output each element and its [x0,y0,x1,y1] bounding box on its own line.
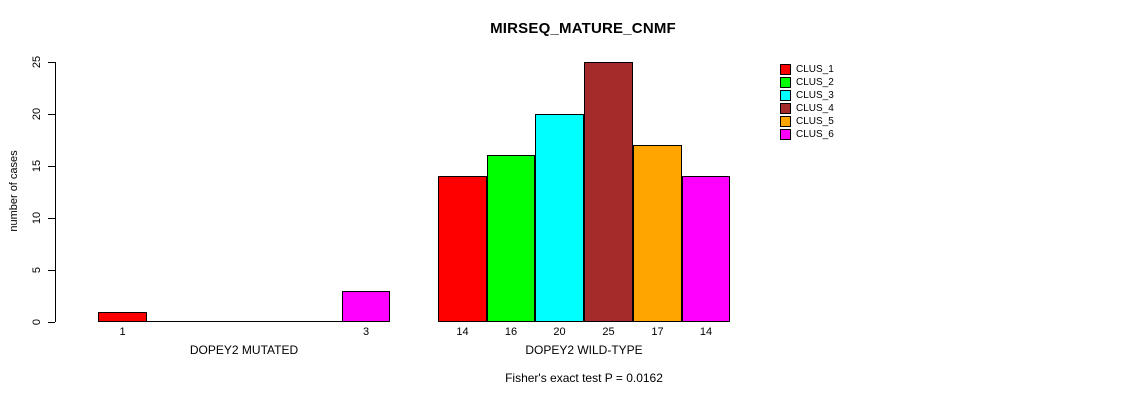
bar-clus_5 [633,145,682,322]
legend-item: CLUS_3 [780,90,834,101]
legend-swatch-icon [780,129,791,140]
bar-value-label: 25 [602,326,615,338]
bar-value-label: 3 [362,326,370,338]
legend-item: CLUS_2 [780,77,834,88]
bar-clus_2 [487,155,535,322]
y-tick [48,322,55,323]
group-baseline [98,321,390,322]
legend-label: CLUS_4 [796,103,834,114]
bar-value-label: 1 [119,326,126,338]
bar-clus_6 [682,176,730,322]
legend-item: CLUS_4 [780,103,834,114]
y-tick [48,218,55,219]
legend-swatch-icon [780,77,791,88]
y-tick-label: 20 [31,107,43,121]
y-axis-label: number of cases [8,150,20,232]
bar-value-label: 14 [456,326,469,338]
group-label: DOPEY2 MUTATED [189,343,299,357]
y-tick [48,114,55,115]
y-tick-label: 0 [31,318,43,326]
legend-swatch-icon [780,90,791,101]
y-tick-label: 5 [31,266,43,274]
legend-label: CLUS_1 [796,64,834,75]
legend-label: CLUS_5 [796,116,834,127]
legend-swatch-icon [780,103,791,114]
legend-label: CLUS_3 [796,90,834,101]
legend: CLUS_1 CLUS_2 CLUS_3 CLUS_4 CLUS_5 CLUS_6 [780,64,834,142]
chart-title: MIRSEQ_MATURE_CNMF [490,20,676,37]
bar-clus_4 [584,62,633,322]
bar-value-label: 16 [504,326,518,338]
bar-clus_6 [342,291,390,322]
legend-item: CLUS_5 [780,116,834,127]
group-label: DOPEY2 WILD-TYPE [525,343,643,357]
bar-clus_1 [438,176,487,322]
y-tick [48,166,55,167]
y-tick-label: 25 [31,55,43,69]
legend-item: CLUS_1 [780,64,834,75]
y-tick-label: 15 [31,159,43,173]
legend-label: CLUS_6 [796,129,834,140]
legend-swatch-icon [780,116,791,127]
legend-label: CLUS_2 [796,77,834,88]
bar-value-label: 20 [553,326,566,338]
y-tick-label: 10 [31,211,43,225]
y-tick [48,62,55,63]
bar-value-label: 14 [699,326,713,338]
annotation-text: Fisher's exact test P = 0.0162 [505,371,663,385]
bar-clus_3 [535,114,584,322]
legend-swatch-icon [780,64,791,75]
bar-value-label: 17 [651,326,664,338]
legend-item: CLUS_6 [780,129,834,140]
bar-clus_1 [98,312,147,322]
y-tick [48,270,55,271]
y-axis-line [55,62,56,322]
